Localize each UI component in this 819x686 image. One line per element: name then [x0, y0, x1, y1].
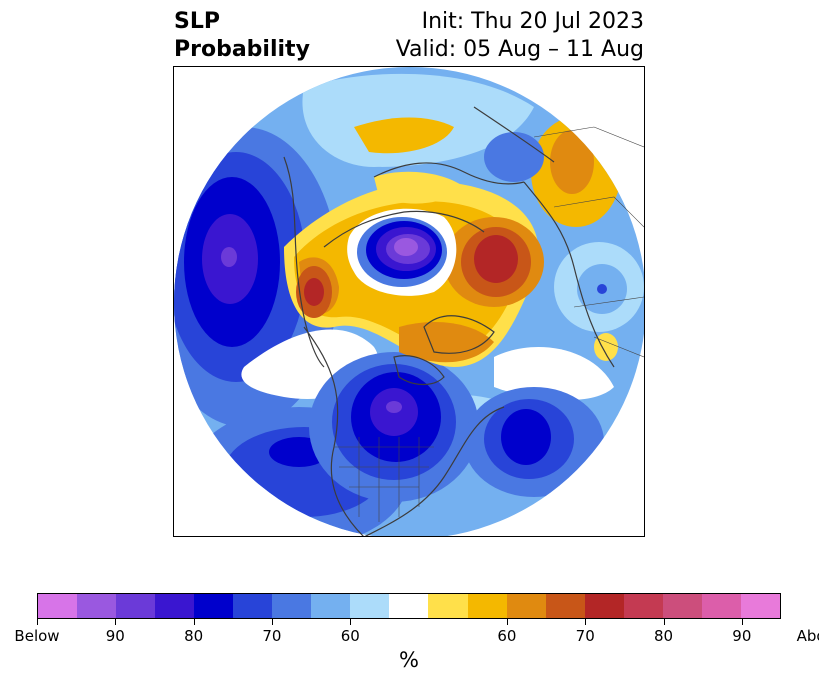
colorbar-tick-label: Below [14, 627, 60, 645]
colorbar-unit: % [399, 648, 419, 672]
colorbar-tick-label: 80 [184, 627, 204, 645]
colorbar-segment [662, 594, 702, 618]
colorbar-segment [77, 594, 117, 618]
colorbar-tick [193, 619, 195, 625]
colorbar-tick [271, 619, 273, 625]
colorbar-tick-label: 90 [732, 627, 752, 645]
colorbar-tick-label: 60 [340, 627, 360, 645]
init-date: Init: Thu 20 Jul 2023 [421, 9, 644, 34]
colorbar-tick-label: 80 [653, 627, 674, 645]
colorbar-segment [467, 594, 507, 618]
colorbar-segment [350, 594, 390, 618]
colorbar-tick [663, 619, 665, 625]
colorbar-tick-label: Above [796, 627, 819, 645]
forecast-dates: Init: Thu 20 Jul 2023 Valid: 05 Aug – 11… [396, 8, 644, 64]
colorbar-tick [741, 619, 743, 625]
colorbar-tick-label: 70 [575, 627, 595, 645]
colorbar-segment [194, 594, 234, 618]
borders [334, 126, 644, 522]
colorbar-tick [584, 619, 586, 625]
colorbar [37, 593, 781, 619]
colorbar-tick [349, 619, 351, 625]
probability-field [174, 67, 644, 536]
title-variable: SLP [174, 9, 220, 34]
colorbar-segment [389, 594, 429, 618]
colorbar-segment [701, 594, 741, 618]
colorbar-tick [36, 619, 38, 625]
colorbar-tick-label: 70 [262, 627, 282, 645]
colorbar-tick-label: 90 [105, 627, 125, 645]
colorbar-segment [428, 594, 468, 618]
colorbar-segment [311, 594, 351, 618]
colorbar-segment [116, 594, 156, 618]
colorbar-segment [38, 594, 78, 618]
colorbar-segment [155, 594, 195, 618]
colorbar-segment [272, 594, 312, 618]
colorbar-tick [114, 619, 116, 625]
colorbar-segment [545, 594, 585, 618]
colorbar-segment [584, 594, 624, 618]
probability-map [173, 66, 645, 537]
map-title: SLP Probability [174, 8, 310, 64]
title-product: Probability [174, 37, 310, 62]
colorbar-tick [506, 619, 508, 625]
valid-range: Valid: 05 Aug – 11 Aug [395, 37, 644, 62]
colorbar-segment [233, 594, 273, 618]
colorbar-segment [623, 594, 663, 618]
colorbar-segment [740, 594, 780, 618]
colorbar-segment [506, 594, 546, 618]
colorbar-tick-label: 60 [497, 627, 517, 645]
map-canvas [174, 67, 644, 536]
